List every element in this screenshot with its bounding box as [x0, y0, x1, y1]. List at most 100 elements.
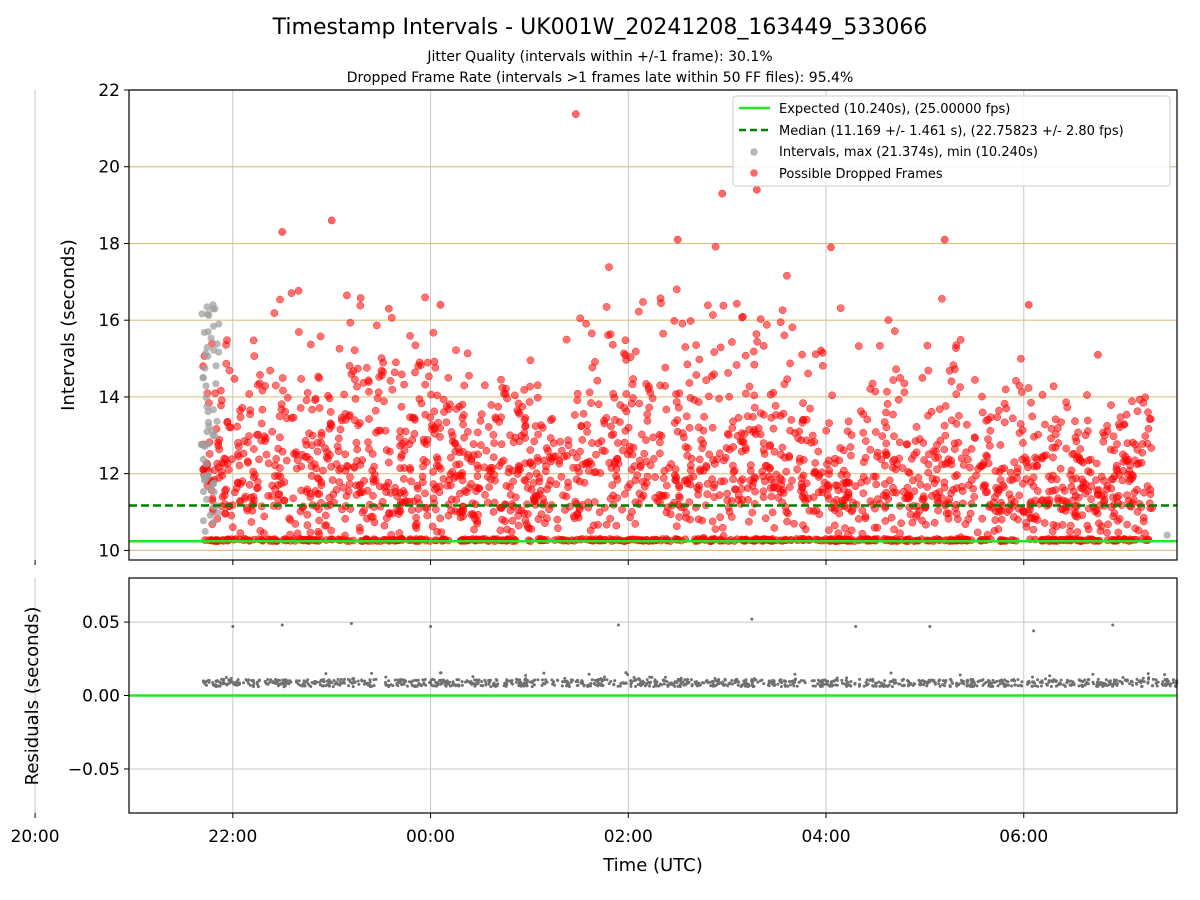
- dropped-frame-point: [778, 306, 787, 315]
- dropped-frame-point: [559, 491, 567, 500]
- dropped-frame-point: [452, 496, 461, 504]
- dropped-frame-point: [943, 458, 952, 467]
- residual-point: [909, 681, 913, 685]
- dropped-frame-point: [881, 480, 889, 488]
- residual-point: [616, 623, 620, 627]
- residual-point: [772, 683, 776, 687]
- dropped-frame-point: [729, 475, 737, 484]
- residual-point: [295, 680, 298, 684]
- residual-point: [471, 675, 475, 679]
- dropped-frame-point: [332, 460, 341, 468]
- dropped-frame-point: [809, 493, 818, 502]
- dropped-frame-point: [476, 416, 485, 425]
- dropped-frame-point: [373, 394, 382, 403]
- dropped-frame-point: [1060, 486, 1069, 495]
- dropped-frame-point: [1073, 528, 1082, 536]
- dropped-frame-point: [308, 441, 316, 450]
- top-y-tick-label: 18: [98, 234, 120, 254]
- dropped-frame-point: [957, 454, 966, 463]
- dropped-frame-point: [1143, 482, 1152, 490]
- dropped-frame-point: [746, 461, 755, 469]
- residual-point: [492, 681, 496, 685]
- residual-point: [246, 679, 249, 683]
- dropped-frame-point: [672, 522, 681, 531]
- dropped-frame-point: [704, 301, 712, 310]
- dropped-frame-point: [371, 406, 380, 415]
- dropped-frame-point: [431, 363, 440, 372]
- residual-point: [269, 678, 273, 682]
- dropped-frame-point: [327, 422, 336, 430]
- residual-point: [789, 683, 792, 687]
- dropped-frame-point: [628, 508, 636, 516]
- residual-point: [1172, 678, 1175, 682]
- dropped-frame-point: [643, 417, 652, 425]
- residual-point: [1047, 679, 1051, 683]
- dropped-frame-point: [659, 329, 667, 338]
- residual-point: [675, 680, 679, 683]
- dropped-frame-point: [469, 451, 478, 459]
- dropped-frame-point: [967, 445, 976, 453]
- dropped-frame-point: [334, 447, 343, 456]
- dropped-frame-point: [579, 409, 588, 418]
- residual-point: [652, 685, 656, 689]
- dropped-frame-point: [475, 484, 483, 493]
- dropped-frame-point: [742, 446, 750, 454]
- residual-point: [840, 678, 844, 682]
- dropped-frame-point: [1041, 420, 1049, 429]
- dropped-frame-point: [991, 507, 1000, 516]
- residual-point: [368, 683, 372, 687]
- dropped-frame-point: [397, 370, 406, 379]
- dropped-frame-point: [835, 456, 844, 465]
- residual-point: [307, 683, 311, 687]
- top-reference-lines: [129, 504, 1177, 543]
- residual-point: [943, 681, 947, 685]
- dropped-frame-point: [523, 500, 531, 509]
- residual-point: [507, 679, 511, 683]
- dropped-frame-point: [1010, 513, 1018, 521]
- dropped-frame-point: [695, 481, 704, 490]
- dropped-frame-point: [750, 360, 759, 369]
- residual-point: [220, 677, 224, 681]
- residual-point: [658, 682, 662, 686]
- residual-point: [600, 679, 604, 683]
- dropped-frame-point: [248, 506, 257, 515]
- residual-point: [709, 684, 713, 688]
- residual-point: [1155, 680, 1159, 684]
- dropped-frame-point: [481, 381, 489, 390]
- interval-point: [199, 517, 208, 525]
- dropped-frame-point: [859, 428, 868, 437]
- dropped-frame-point: [919, 439, 928, 447]
- dropped-frame-point: [1147, 444, 1156, 452]
- residual-point: [821, 681, 824, 685]
- dropped-frame-point: [387, 313, 396, 322]
- dropped-frame-point: [935, 405, 944, 414]
- residual-point: [1045, 683, 1049, 687]
- dropped-frame-point: [672, 285, 681, 294]
- dropped-frame-point: [533, 381, 542, 390]
- dropped-frame-point: [815, 510, 824, 519]
- dropped-frame-point: [418, 472, 427, 481]
- dropped-frame-point: [429, 494, 438, 503]
- residual-point: [683, 683, 687, 687]
- residual-point: [214, 679, 218, 683]
- dropped-frame-point: [526, 382, 534, 391]
- dropped-frame-point: [831, 481, 840, 490]
- residual-point: [1112, 682, 1116, 686]
- dropped-frame-point: [1008, 414, 1017, 423]
- dropped-frame-point: [1067, 466, 1076, 475]
- dropped-frame-point: [657, 432, 666, 440]
- residual-point: [429, 678, 433, 682]
- residual-point: [1070, 683, 1074, 686]
- dropped-frame-point: [993, 413, 1002, 422]
- residual-point: [693, 680, 697, 684]
- legend-dropped-marker: [750, 169, 758, 177]
- dropped-frame-point: [393, 492, 402, 501]
- dropped-frame-point: [346, 473, 354, 481]
- dropped-frame-point: [458, 469, 467, 477]
- dropped-frame-point: [257, 436, 266, 445]
- dropped-frame-point: [308, 405, 316, 414]
- dropped-frame-point: [1005, 506, 1014, 514]
- dropped-frame-point: [1109, 432, 1118, 441]
- residual-point: [1095, 683, 1099, 686]
- residual-point: [1049, 685, 1053, 688]
